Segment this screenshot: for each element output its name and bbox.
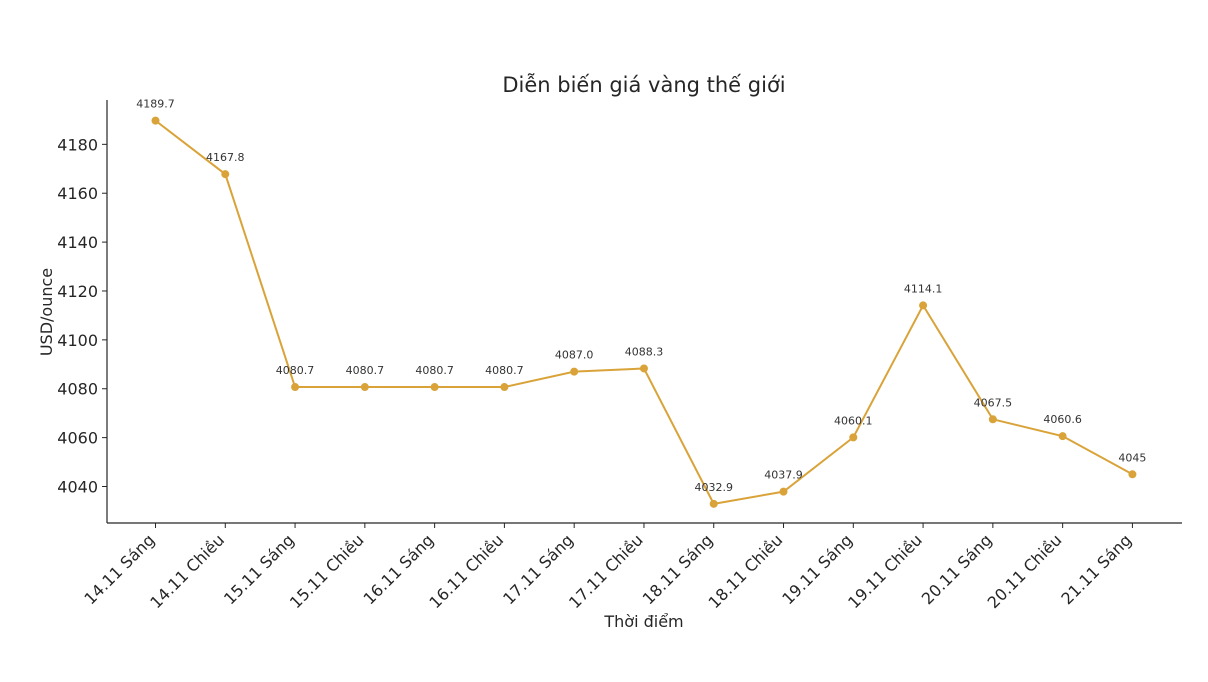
y-tick-label: 4100 xyxy=(57,331,98,350)
x-tick-label: 20.11 Chiều xyxy=(984,530,1066,612)
y-tick-label: 4040 xyxy=(57,478,98,497)
x-tick-label: 14.11 Chiều xyxy=(146,530,228,612)
data-label: 4189.7 xyxy=(136,98,175,111)
x-tick-label: 15.11 Sáng xyxy=(220,530,298,608)
data-point xyxy=(430,383,439,392)
data-point xyxy=(709,499,718,508)
x-tick-label: 14.11 Sáng xyxy=(80,530,158,608)
x-tick-label: 16.11 Chiều xyxy=(425,530,507,612)
x-tick-label: 18.11 Sáng xyxy=(639,530,717,608)
data-point xyxy=(988,415,997,424)
data-label: 4080.7 xyxy=(276,364,315,377)
x-tick-label: 19.11 Sáng xyxy=(778,530,856,608)
x-tick-label: 18.11 Chiều xyxy=(705,530,787,612)
data-point xyxy=(779,487,788,496)
data-point xyxy=(849,433,858,442)
data-point xyxy=(919,301,928,310)
chart-title: Diễn biến giá vàng thế giới xyxy=(502,72,785,97)
data-label: 4060.6 xyxy=(1043,413,1082,426)
data-point xyxy=(360,383,369,392)
y-tick-label: 4160 xyxy=(57,184,98,203)
data-point xyxy=(291,383,300,392)
data-labels: 4189.7 4167.8 4080.7 4080.7 4080.7 4080.7 4087… xyxy=(136,98,1146,494)
y-tick-label: 4080 xyxy=(57,380,98,399)
data-label: 4080.7 xyxy=(485,364,524,377)
data-points xyxy=(151,116,1137,508)
y-tick-label: 4180 xyxy=(57,135,98,154)
x-tick-label: 21.11 Sáng xyxy=(1057,530,1135,608)
series-line xyxy=(154,119,1133,505)
y-tick-label: 4120 xyxy=(57,282,98,301)
data-label: 4067.5 xyxy=(974,396,1013,409)
data-label: 4167.8 xyxy=(206,151,245,164)
y-tick-label: 4060 xyxy=(57,429,98,448)
data-point xyxy=(221,170,230,179)
data-point xyxy=(1128,470,1137,479)
data-point xyxy=(570,367,579,376)
data-point xyxy=(639,364,648,373)
x-tick-label: 17.11 Chiều xyxy=(565,530,647,612)
data-label: 4037.9 xyxy=(764,469,803,482)
data-point xyxy=(500,383,509,392)
x-tick-label: 17.11 Sáng xyxy=(499,530,577,608)
data-label: 4087.0 xyxy=(555,349,594,362)
data-label: 4088.3 xyxy=(625,345,664,358)
data-point xyxy=(1058,432,1067,441)
x-tick-label: 16.11 Sáng xyxy=(360,530,438,608)
y-tick-label: 4140 xyxy=(57,233,98,252)
data-label: 4080.7 xyxy=(415,364,454,377)
data-label: 4114.1 xyxy=(904,282,943,295)
data-label: 4032.9 xyxy=(694,481,733,494)
y-ticks: 4040 4060 4080 4100 4120 4140 4160 4180 xyxy=(57,135,107,497)
data-label: 4045 xyxy=(1118,451,1146,464)
data-label: 4060.1 xyxy=(834,414,873,427)
x-tick-label: 20.11 Sáng xyxy=(918,530,996,608)
data-point xyxy=(151,116,160,125)
x-tick-label: 15.11 Chiều xyxy=(286,530,368,612)
y-axis-label: USD/ounce xyxy=(37,268,56,356)
x-tick-label: 19.11 Chiều xyxy=(844,530,926,612)
data-label: 4080.7 xyxy=(346,364,385,377)
x-axis-label: Thời điểm xyxy=(603,612,683,631)
